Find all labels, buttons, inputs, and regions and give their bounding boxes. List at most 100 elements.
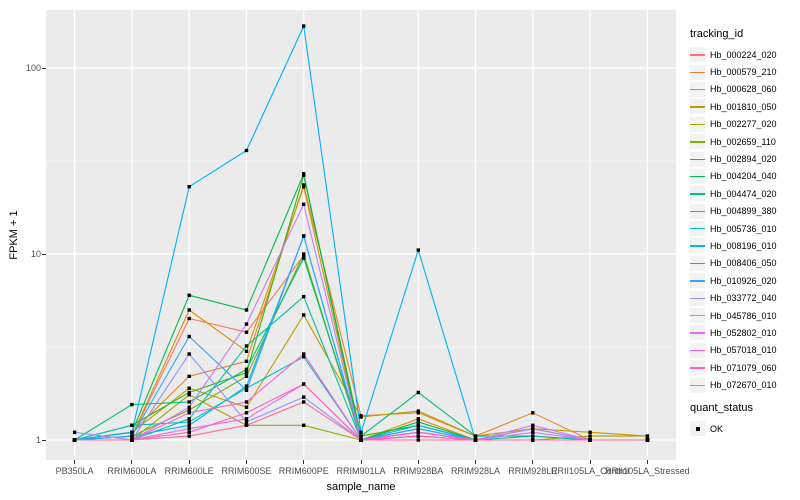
data-point xyxy=(244,420,249,424)
legend-key xyxy=(690,168,705,184)
data-point xyxy=(130,423,134,427)
data-point xyxy=(244,330,249,334)
legend-entry-Hb_045786_010: Hb_045786_010 xyxy=(690,307,800,324)
data-point xyxy=(244,400,249,404)
data-point xyxy=(302,234,306,238)
legend-entry-Hb_008196_010: Hb_008196_010 xyxy=(690,237,800,254)
data-point xyxy=(244,423,249,427)
legend-line-swatch xyxy=(690,123,705,126)
legend-label: Hb_002659_110 xyxy=(710,136,776,147)
legend-line-swatch xyxy=(690,158,705,160)
data-point xyxy=(187,400,191,404)
legend-line-swatch xyxy=(690,262,705,265)
data-point xyxy=(244,322,249,326)
data-point xyxy=(302,256,306,260)
data-point xyxy=(416,427,420,431)
data-point xyxy=(187,185,191,189)
data-point xyxy=(531,411,535,415)
legend-label: Hb_000224_020 xyxy=(710,49,777,60)
legend-line-swatch xyxy=(690,332,705,334)
data-point xyxy=(359,415,363,419)
data-point xyxy=(359,434,363,438)
legend-line-swatch xyxy=(690,88,705,91)
x-tick-label-RRII105LA_Stressed: RRII105LA_Stressed xyxy=(605,466,690,476)
legend-key xyxy=(690,377,705,393)
legend-entry-Hb_004474_020: Hb_004474_020 xyxy=(690,185,800,202)
data-point xyxy=(130,430,134,434)
data-point xyxy=(244,359,249,363)
data-point xyxy=(244,308,249,312)
x-tick-mark xyxy=(131,460,133,464)
legend-label: Hb_010926_020 xyxy=(710,275,777,286)
y-tick-label: 10 xyxy=(30,248,41,259)
x-tick-label-RRIM600LA: RRIM600LA xyxy=(107,466,157,476)
legend-key xyxy=(690,273,705,289)
y-tick-label: 1 xyxy=(35,434,41,445)
x-tick-mark xyxy=(589,460,591,464)
data-point xyxy=(244,349,249,353)
data-point xyxy=(187,352,191,356)
legend-key xyxy=(690,360,705,376)
legend-label: Hb_008196_010 xyxy=(710,240,777,251)
legend-label: Hb_001810_050 xyxy=(710,101,777,112)
legend-label: Hb_008406_050 xyxy=(710,258,777,269)
plot-panel xyxy=(46,10,676,460)
data-point xyxy=(130,434,134,438)
data-point xyxy=(588,434,592,438)
legend-label: Hb_004204_040 xyxy=(710,171,777,182)
legend-entry-Hb_004899_380: Hb_004899_380 xyxy=(690,203,800,220)
legend-line-swatch xyxy=(690,384,705,386)
x-tick-label-RRIM928LA: RRIM928LA xyxy=(451,466,501,476)
data-point xyxy=(473,438,478,442)
data-point xyxy=(531,423,535,427)
legend-entries: Hb_000224_020 Hb_000579_210 Hb_000628_060 H… xyxy=(690,46,800,394)
data-point xyxy=(359,430,363,434)
data-point xyxy=(531,438,535,442)
data-point xyxy=(244,411,249,415)
legend-key xyxy=(690,134,705,150)
data-point xyxy=(302,400,306,404)
legend-label-ok: OK xyxy=(710,423,724,434)
x-tick-label-RRIM600LE: RRIM600LE xyxy=(164,466,214,476)
legend-key xyxy=(690,325,705,341)
y-tick-label: 100 xyxy=(25,62,41,73)
legend-line-swatch xyxy=(690,54,705,56)
legend-line-swatch xyxy=(690,228,705,230)
x-tick-mark xyxy=(74,460,76,464)
data-point xyxy=(244,367,249,371)
data-point xyxy=(416,248,420,252)
data-point xyxy=(187,390,191,395)
legend-key-ok xyxy=(690,421,705,436)
y-tick-mark xyxy=(42,253,46,255)
legend-line-swatch xyxy=(690,71,705,73)
legend-label: Hb_002277_020 xyxy=(710,119,777,130)
data-point xyxy=(187,417,191,421)
x-tick-mark xyxy=(303,460,305,464)
data-point xyxy=(302,313,306,317)
x-tick-mark xyxy=(532,460,534,464)
legend-line-swatch xyxy=(690,280,705,282)
legend-key xyxy=(690,47,705,63)
x-tick-label-RRIM600SE: RRIM600SE xyxy=(221,466,272,476)
legend-key xyxy=(690,99,705,115)
legend-entry-Hb_000579_210: Hb_000579_210 xyxy=(690,63,800,80)
data-point xyxy=(531,434,535,438)
data-point xyxy=(244,388,249,392)
x-tick-label-RRII105LA_Control: RRII105LA_Control xyxy=(551,466,630,476)
legend-line-swatch xyxy=(690,210,705,213)
data-point xyxy=(187,411,191,415)
x-tick-label-RRIM901LA: RRIM901LA xyxy=(336,466,386,476)
legend-label: Hb_000628_060 xyxy=(710,84,777,95)
legend-label: Hb_052802_010 xyxy=(710,327,777,338)
legend-entry-Hb_072670_010: Hb_072670_010 xyxy=(690,376,800,393)
x-tick-mark xyxy=(360,460,362,464)
data-point xyxy=(244,374,249,378)
data-point xyxy=(244,417,249,421)
data-point xyxy=(473,434,478,438)
x-tick-mark xyxy=(188,460,190,464)
data-point xyxy=(645,438,650,442)
data-point xyxy=(72,438,77,442)
data-point xyxy=(531,427,535,431)
legend-line-swatch xyxy=(690,193,705,195)
